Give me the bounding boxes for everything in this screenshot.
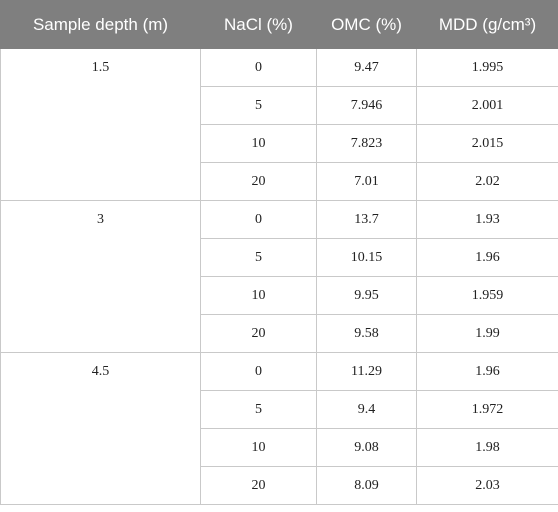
table-cell: 8.09 — [316, 466, 417, 505]
table-cell: 0 — [200, 200, 317, 239]
table-row: 3 0 13.7 1.93 — [0, 200, 558, 353]
table-row: 20 7.01 2.02 — [1, 162, 558, 201]
table-cell: 0 — [200, 48, 317, 87]
header-cell: NaCl (%) — [200, 0, 317, 49]
table-cell: 2.015 — [416, 124, 558, 163]
header-row: Sample depth (m) NaCl (%) OMC (%) MDD (g/cm… — [0, 0, 558, 49]
table-cell: 7.01 — [316, 162, 417, 201]
table-cell: 1.99 — [416, 314, 558, 353]
table-cell: 1.959 — [416, 276, 558, 315]
table-cell: 9.47 — [316, 48, 417, 87]
table-cell: 9.95 — [316, 276, 417, 315]
header-cell: OMC (%) — [316, 0, 417, 49]
table-cell: 5 — [200, 238, 317, 277]
table-cell: 10 — [200, 428, 317, 467]
table-cell: 10 — [200, 276, 317, 315]
header-cell: Sample depth (m) — [0, 0, 201, 49]
table-row: 5 9.4 1.972 — [1, 390, 558, 429]
table-cell: 1.995 — [416, 48, 558, 87]
table-cell: 20 — [200, 314, 317, 353]
table-cell: 10.15 — [316, 238, 417, 277]
table-cell: 7.946 — [316, 86, 417, 125]
table-cell: 1.96 — [416, 352, 558, 391]
table-cell: 2.02 — [416, 162, 558, 201]
table-cell: 9.58 — [316, 314, 417, 353]
table-cell: 20 — [200, 162, 317, 201]
table-cell: 9.4 — [316, 390, 417, 429]
table-cell: 1.98 — [416, 428, 558, 467]
table-row: 20 9.58 1.99 — [1, 314, 558, 353]
header-cell: MDD (g/cm³) — [416, 0, 558, 49]
table-body: 1.5 0 9.47 1.995 5 7.946 2.001 10 7.823 2.015 20 7.… — [0, 48, 558, 505]
table-cell: 2.001 — [416, 86, 558, 125]
depth-cell: 4.5 — [0, 352, 201, 505]
table-cell: 20 — [200, 466, 317, 505]
table-row: 4.5 0 11.29 1.96 — [0, 352, 558, 505]
table-cell: 9.08 — [316, 428, 417, 467]
table-cell: 1.96 — [416, 238, 558, 277]
table-cell: 0 — [200, 352, 317, 391]
table-row: 20 8.09 2.03 — [1, 466, 558, 505]
table-cell: 7.823 — [316, 124, 417, 163]
table-cell: 2.03 — [416, 466, 558, 505]
table-row: 10 9.08 1.98 — [1, 428, 558, 467]
depth-cell: 1.5 — [0, 48, 201, 201]
table-row: 5 7.946 2.001 — [1, 86, 558, 125]
table-cell: 1.972 — [416, 390, 558, 429]
table-cell: 1.93 — [416, 200, 558, 239]
table-row: 1.5 0 9.47 1.995 — [0, 48, 558, 201]
table-cell: 11.29 — [316, 352, 417, 391]
table-cell: 10 — [200, 124, 317, 163]
table-cell: 5 — [200, 390, 317, 429]
table-row: 5 10.15 1.96 — [1, 238, 558, 277]
table-cell: 5 — [200, 86, 317, 125]
table-cell: 13.7 — [316, 200, 417, 239]
depth-cell: 3 — [0, 200, 201, 353]
